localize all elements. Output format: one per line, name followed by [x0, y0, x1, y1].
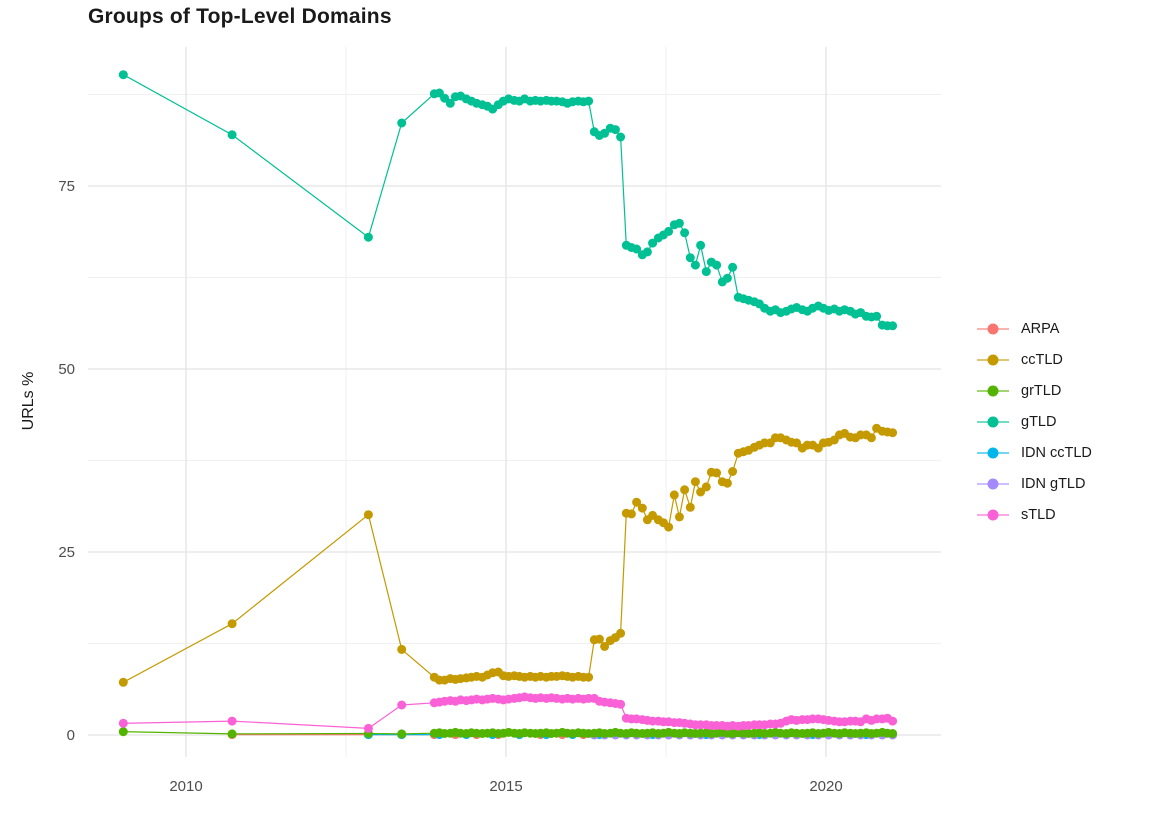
data-point-gTLD [674, 218, 684, 228]
legend-item-sTLD: sTLD [976, 504, 1092, 526]
data-point-gTLD [690, 260, 700, 270]
data-point-ccTLD [397, 644, 407, 654]
legend-item-IDN-ccTLD: IDN ccTLD [976, 442, 1092, 464]
data-point-ccTLD [600, 641, 610, 651]
data-point-gTLD [632, 244, 642, 254]
data-point-ccTLD [888, 428, 898, 438]
data-point-gTLD [696, 240, 706, 250]
x-tick-label: 2015 [489, 778, 522, 795]
data-point-ccTLD [594, 634, 604, 644]
legend-label: ccTLD [1021, 352, 1063, 368]
legend-key-icon [977, 416, 1009, 428]
data-point-gTLD [728, 262, 738, 272]
data-point-sTLD [888, 716, 898, 726]
data-point-gTLD [722, 273, 732, 283]
data-point-ccTLD [626, 509, 636, 519]
data-point-gTLD [363, 232, 373, 242]
data-point-gTLD [642, 247, 652, 257]
data-point-ccTLD [680, 485, 690, 495]
data-point-sTLD [227, 716, 237, 726]
x-tick-label: 2010 [169, 778, 202, 795]
data-point-grTLD [888, 729, 898, 738]
data-point-ccTLD [632, 497, 642, 507]
data-point-ccTLD [637, 503, 647, 513]
legend-key-icon [977, 478, 1009, 490]
y-axis-title: URLs % [20, 371, 37, 431]
data-point-gTLD [616, 132, 626, 142]
data-point-ccTLD [669, 490, 679, 500]
data-point-sTLD [616, 699, 626, 709]
data-point-gTLD [445, 98, 455, 108]
data-point-ccTLD [685, 502, 695, 512]
y-tick-label: 25 [58, 544, 75, 561]
data-point-grTLD [118, 727, 128, 737]
data-point-ccTLD [728, 467, 738, 476]
data-point-grTLD [397, 729, 407, 739]
data-point-gTLD [701, 267, 711, 277]
data-point-ccTLD [584, 672, 594, 682]
legend-key-icon [977, 447, 1009, 459]
data-point-gTLD [680, 228, 690, 238]
data-point-ccTLD [792, 438, 802, 448]
y-tick-label: 75 [58, 178, 75, 195]
data-point-sTLD [397, 700, 407, 710]
data-point-ccTLD [616, 628, 626, 638]
x-tick-label: 2020 [809, 778, 842, 795]
data-point-gTLD [584, 96, 594, 106]
legend-item-ccTLD: ccTLD [976, 349, 1092, 371]
data-point-gTLD [664, 226, 674, 236]
legend-label: IDN gTLD [1021, 476, 1086, 492]
data-point-gTLD [227, 130, 237, 140]
data-point-gTLD [397, 118, 407, 128]
data-point-sTLD [363, 723, 373, 733]
data-point-ccTLD [664, 522, 674, 532]
legend-label: grTLD [1021, 383, 1062, 399]
chart-title: Groups of Top-Level Domains [88, 5, 392, 28]
legend-item-gTLD: gTLD [976, 411, 1092, 433]
legend-key-icon [977, 354, 1009, 366]
data-point-ccTLD [227, 619, 237, 629]
data-point-grTLD [227, 729, 237, 739]
legend-label: gTLD [1021, 414, 1057, 430]
legend-key-icon [977, 323, 1009, 335]
legend-label: sTLD [1021, 507, 1056, 523]
legend-item-grTLD: grTLD [976, 380, 1092, 402]
data-point-ccTLD [866, 433, 876, 443]
data-point-gTLD [872, 311, 882, 321]
legend-item-ARPA: ARPA [976, 318, 1092, 340]
data-point-gTLD [888, 321, 898, 331]
data-point-ccTLD [118, 677, 128, 687]
y-tick-label: 0 [67, 727, 75, 744]
data-point-sTLD [118, 718, 128, 728]
data-point-ccTLD [363, 510, 373, 520]
legend-label: IDN ccTLD [1021, 445, 1092, 461]
data-point-ccTLD [674, 512, 684, 522]
data-point-gTLD [118, 70, 128, 80]
data-point-gTLD [610, 125, 620, 135]
series-line-gTLD [123, 74, 893, 327]
legend-key-icon [977, 385, 1009, 397]
data-point-ccTLD [722, 478, 732, 488]
legend-label: ARPA [1021, 321, 1060, 337]
legend-item-IDN-gTLD: IDN gTLD [976, 473, 1092, 495]
legend: ARPA ccTLD grTLD gTLD IDN ccTLD IDN gTLD sTLD [976, 318, 1092, 526]
series-line-ccTLD [123, 427, 893, 683]
data-point-ccTLD [701, 482, 711, 492]
data-point-gTLD [685, 253, 695, 263]
data-point-ccTLD [712, 468, 722, 478]
legend-key-icon [977, 509, 1009, 521]
data-point-gTLD [712, 260, 722, 270]
y-tick-label: 50 [58, 361, 75, 378]
data-point-ccTLD [690, 477, 700, 487]
